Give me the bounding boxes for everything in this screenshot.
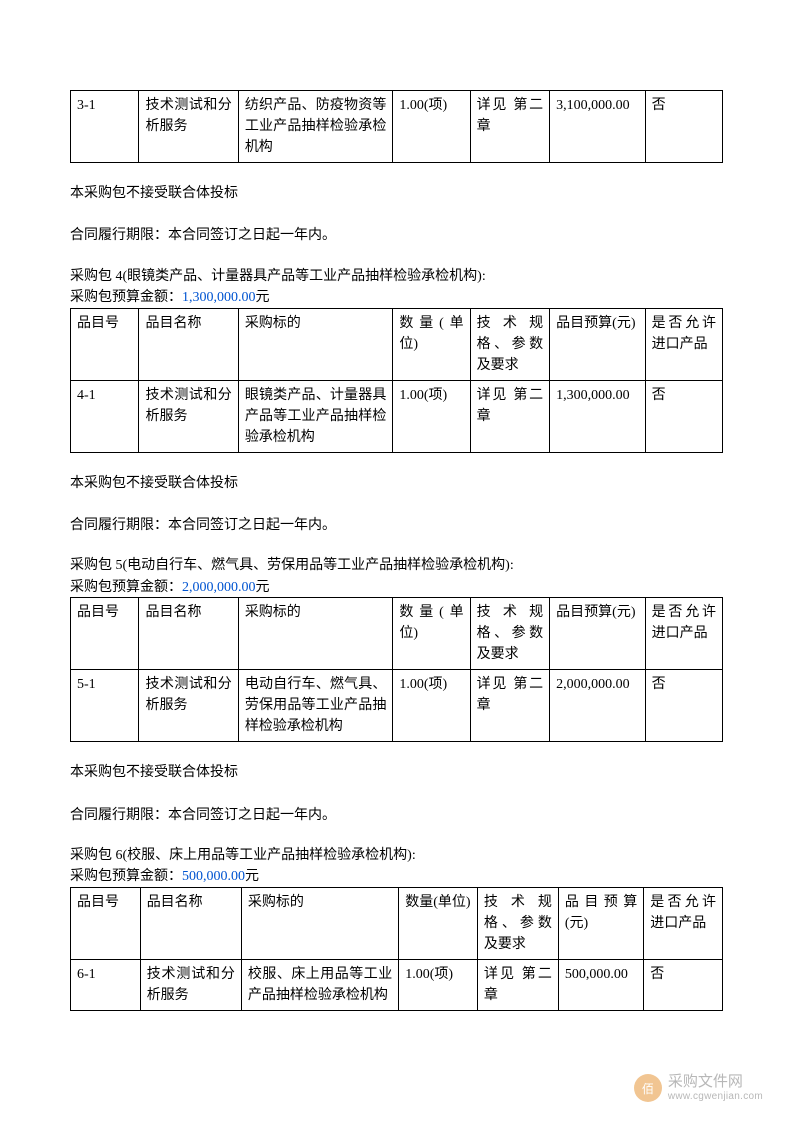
cell-spec: 详见 第二章 xyxy=(477,959,558,1010)
cell-target: 眼镜类产品、计量器具产品等工业产品抽样检验承检机构 xyxy=(238,380,393,452)
header-import: 是否允许进口产品 xyxy=(644,887,723,959)
header-name: 品目名称 xyxy=(140,887,241,959)
cell-name: 技术测试和分析服务 xyxy=(140,959,241,1010)
cell-budget: 3,100,000.00 xyxy=(550,91,646,163)
cell-target: 纺织产品、防疫物资等工业产品抽样检验承检机构 xyxy=(238,91,393,163)
header-target: 采购标的 xyxy=(238,598,393,670)
header-qty: 数量(单位) xyxy=(393,598,470,670)
cell-budget: 2,000,000.00 xyxy=(550,670,646,742)
watermark-title: 采购文件网 xyxy=(668,1074,763,1091)
cell-spec: 详见 第二章 xyxy=(470,380,549,452)
header-id: 品目号 xyxy=(71,887,141,959)
note-contract-period: 合同履行期限：本合同签订之日起一年内。 xyxy=(70,805,723,827)
budget-prefix: 采购包预算金额： xyxy=(70,869,182,884)
header-spec: 技术规格、参数及要求 xyxy=(470,598,549,670)
note-joint-bid: 本采购包不接受联合体投标 xyxy=(70,473,723,495)
currency-suffix: 元 xyxy=(245,869,259,884)
document-page: 3-1 技术测试和分析服务 纺织产品、防疫物资等工业产品抽样检验承检机构 1.0… xyxy=(0,0,793,1122)
cell-qty: 1.00(项) xyxy=(393,380,470,452)
header-budget: 品目预算(元) xyxy=(550,598,646,670)
cell-import: 否 xyxy=(645,670,722,742)
table-header-row: 品目号 品目名称 采购标的 数量(单位) 技术规格、参数及要求 品目预算(元) … xyxy=(71,308,723,380)
header-name: 品目名称 xyxy=(139,598,238,670)
header-name: 品目名称 xyxy=(139,308,238,380)
cell-qty: 1.00(项) xyxy=(393,91,470,163)
currency-suffix: 元 xyxy=(256,290,270,305)
cell-name: 技术测试和分析服务 xyxy=(139,670,238,742)
watermark-url: www.cgwenjian.com xyxy=(668,1091,763,1102)
header-id: 品目号 xyxy=(71,308,139,380)
header-budget: 品目预算(元) xyxy=(550,308,646,380)
table-row: 3-1 技术测试和分析服务 纺织产品、防疫物资等工业产品抽样检验承检机构 1.0… xyxy=(71,91,723,163)
currency-suffix: 元 xyxy=(256,580,270,595)
header-import: 是否允许进口产品 xyxy=(645,308,722,380)
cell-qty: 1.00(项) xyxy=(399,959,478,1010)
note-joint-bid: 本采购包不接受联合体投标 xyxy=(70,183,723,205)
cell-spec: 详见 第二章 xyxy=(470,91,549,163)
section-5-title: 采购包 5(电动自行车、燃气具、劳保用品等工业产品抽样检验承检机构): xyxy=(70,557,723,575)
table-section-5: 品目号 品目名称 采购标的 数量(单位) 技术规格、参数及要求 品目预算(元) … xyxy=(70,597,723,742)
budget-amount: 500,000.00 xyxy=(182,869,245,884)
cell-target: 校服、床上用品等工业产品抽样检验承检机构 xyxy=(241,959,398,1010)
header-spec: 技术规格、参数及要求 xyxy=(477,887,558,959)
cell-import: 否 xyxy=(645,91,722,163)
watermark-logo-icon: 佰 xyxy=(634,1074,662,1102)
header-import: 是否允许进口产品 xyxy=(645,598,722,670)
cell-id: 4-1 xyxy=(71,380,139,452)
note-joint-bid: 本采购包不接受联合体投标 xyxy=(70,762,723,784)
table-section-6: 品目号 品目名称 采购标的 数量(单位) 技术规格、参数及要求 品目预算(元) … xyxy=(70,887,723,1011)
table-header-row: 品目号 品目名称 采购标的 数量(单位) 技术规格、参数及要求 品目预算(元) … xyxy=(71,598,723,670)
budget-amount: 1,300,000.00 xyxy=(182,290,256,305)
table-row: 4-1 技术测试和分析服务 眼镜类产品、计量器具产品等工业产品抽样检验承检机构 … xyxy=(71,380,723,452)
cell-qty: 1.00(项) xyxy=(393,670,470,742)
note-contract-period: 合同履行期限：本合同签订之日起一年内。 xyxy=(70,225,723,247)
header-qty: 数量(单位) xyxy=(393,308,470,380)
budget-prefix: 采购包预算金额： xyxy=(70,290,182,305)
budget-prefix: 采购包预算金额： xyxy=(70,580,182,595)
watermark: 佰 采购文件网 www.cgwenjian.com xyxy=(634,1074,763,1102)
table-section-3: 3-1 技术测试和分析服务 纺织产品、防疫物资等工业产品抽样检验承检机构 1.0… xyxy=(70,90,723,163)
header-budget: 品目预算(元) xyxy=(558,887,643,959)
section-6-title: 采购包 6(校服、床上用品等工业产品抽样检验承检机构): xyxy=(70,847,723,865)
table-header-row: 品目号 品目名称 采购标的 数量(单位) 技术规格、参数及要求 品目预算(元) … xyxy=(71,887,723,959)
section-6-budget: 采购包预算金额：500,000.00元 xyxy=(70,867,723,887)
watermark-text: 采购文件网 www.cgwenjian.com xyxy=(668,1074,763,1102)
header-id: 品目号 xyxy=(71,598,139,670)
budget-amount: 2,000,000.00 xyxy=(182,580,256,595)
header-target: 采购标的 xyxy=(241,887,398,959)
section-4-title: 采购包 4(眼镜类产品、计量器具产品等工业产品抽样检验承检机构): xyxy=(70,268,723,286)
cell-spec: 详见 第二章 xyxy=(470,670,549,742)
header-spec: 技术规格、参数及要求 xyxy=(470,308,549,380)
section-5-budget: 采购包预算金额：2,000,000.00元 xyxy=(70,578,723,598)
cell-id: 5-1 xyxy=(71,670,139,742)
cell-id: 3-1 xyxy=(71,91,139,163)
cell-import: 否 xyxy=(645,380,722,452)
cell-budget: 500,000.00 xyxy=(558,959,643,1010)
cell-import: 否 xyxy=(644,959,723,1010)
cell-name: 技术测试和分析服务 xyxy=(139,91,238,163)
cell-id: 6-1 xyxy=(71,959,141,1010)
table-section-4: 品目号 品目名称 采购标的 数量(单位) 技术规格、参数及要求 品目预算(元) … xyxy=(70,308,723,453)
note-contract-period: 合同履行期限：本合同签订之日起一年内。 xyxy=(70,515,723,537)
table-row: 6-1 技术测试和分析服务 校服、床上用品等工业产品抽样检验承检机构 1.00(… xyxy=(71,959,723,1010)
section-4-budget: 采购包预算金额：1,300,000.00元 xyxy=(70,288,723,308)
header-qty: 数量(单位) xyxy=(399,887,478,959)
cell-budget: 1,300,000.00 xyxy=(550,380,646,452)
table-row: 5-1 技术测试和分析服务 电动自行车、燃气具、劳保用品等工业产品抽样检验承检机… xyxy=(71,670,723,742)
header-target: 采购标的 xyxy=(238,308,393,380)
cell-name: 技术测试和分析服务 xyxy=(139,380,238,452)
cell-target: 电动自行车、燃气具、劳保用品等工业产品抽样检验承检机构 xyxy=(238,670,393,742)
